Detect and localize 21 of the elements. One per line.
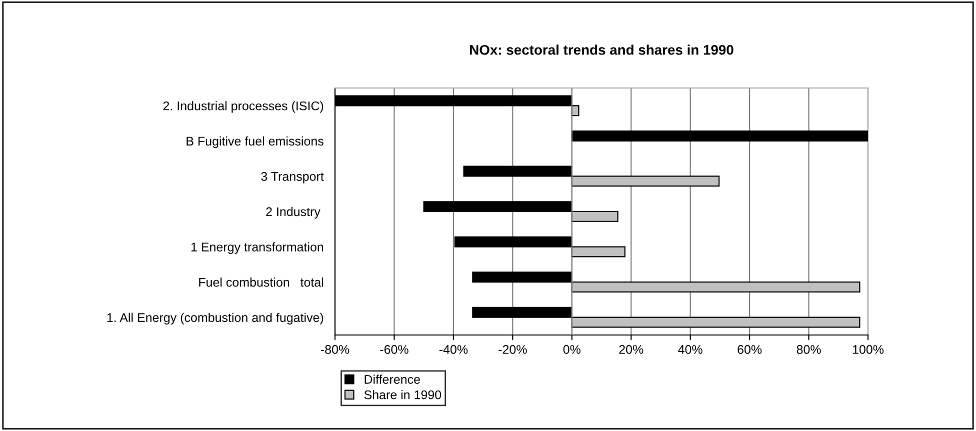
x-tick-label: -60%	[380, 345, 408, 354]
y-tick-label: 1. All Energy (combustion and fugative)	[107, 312, 324, 324]
y-tick-label: 1 Energy transformation	[191, 242, 324, 254]
chart-title: NOx: sectoral trends and shares in 1990	[470, 44, 734, 55]
legend-label: Difference	[364, 374, 420, 384]
y-tick-label: B Fugitive fuel emissions	[186, 136, 324, 148]
y-tick-label: 2. Industrial processes (ISIC)	[163, 101, 324, 113]
y-tick-label: 2 Industry	[266, 206, 320, 219]
y-tick-label: 3 Transport	[261, 172, 324, 184]
x-tick-label: 0%	[563, 345, 580, 354]
legend-label: Share in 1990	[364, 390, 442, 400]
x-tick-label: -20%	[498, 345, 527, 354]
x-tick-label: 20%	[619, 345, 644, 354]
x-tick-label: 100%	[852, 345, 884, 354]
x-tick-label: -80%	[320, 345, 350, 354]
bar	[571, 130, 868, 142]
y-tick-label: Fuel combustion total	[199, 278, 324, 287]
x-tick-label: -40%	[439, 345, 468, 354]
x-tick-label: 60%	[738, 345, 762, 354]
x-tick-label: 40%	[678, 345, 702, 354]
x-tick-label: 80%	[796, 345, 821, 354]
